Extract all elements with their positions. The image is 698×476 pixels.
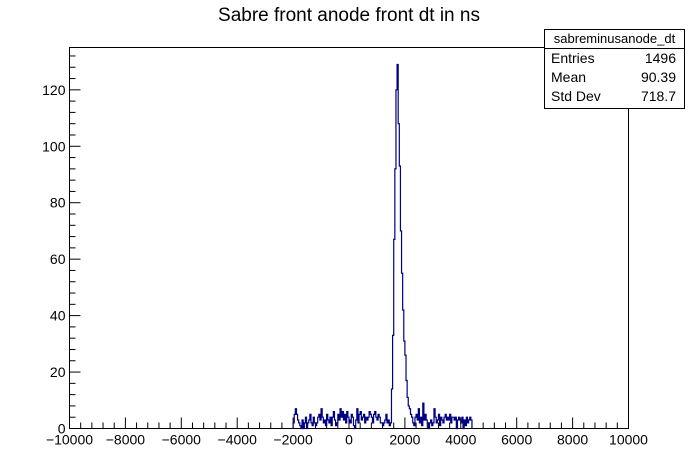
- x-tick-label: −4000: [218, 432, 258, 448]
- y-tick-label: 0: [58, 421, 66, 437]
- x-tick-label: −6000: [162, 432, 202, 448]
- x-tick-label: −8000: [106, 432, 146, 448]
- x-tick-label: 10000: [609, 432, 648, 448]
- y-tick-label: 40: [50, 308, 66, 324]
- x-tick-label: 6000: [501, 432, 532, 448]
- y-axis-tick-labels: 0 20 40 60 80 100 120: [42, 82, 66, 437]
- stats-row-entries: Entries 1496: [545, 49, 684, 68]
- stats-entries-label: Entries: [551, 50, 595, 66]
- stats-row-stddev: Std Dev 718.7: [545, 87, 684, 106]
- stats-mean-label: Mean: [551, 69, 587, 85]
- stats-stddev-label: Std Dev: [551, 88, 601, 104]
- stats-row-mean: Mean 90.39: [545, 68, 684, 87]
- stats-mean-value: 90.39: [640, 69, 676, 85]
- stats-entries-value: 1496: [644, 50, 676, 66]
- chart-title: Sabre front anode front dt in ns: [218, 5, 480, 26]
- x-tick-label: 2000: [389, 432, 420, 448]
- x-tick-label: 4000: [445, 432, 476, 448]
- x-axis-tick-labels: −10000 −8000 −6000 −4000 −2000 0 2000 4000 6000 8…: [46, 432, 648, 448]
- x-tick-label: −10000: [46, 432, 93, 448]
- x-tick-label: 0: [345, 432, 353, 448]
- stats-box: sabreminusanode_dt Entries 1496 Mean 90.…: [544, 29, 685, 109]
- y-tick-label: 120: [42, 82, 66, 98]
- x-tick-label: 8000: [557, 432, 588, 448]
- y-tick-label: 60: [50, 251, 66, 267]
- y-tick-label: 20: [50, 364, 66, 380]
- y-tick-label: 100: [42, 138, 66, 154]
- y-tick-label: 80: [50, 195, 66, 211]
- stats-histogram-name: sabreminusanode_dt: [545, 30, 684, 49]
- axis-ticks: [69, 55, 629, 429]
- stats-stddev-value: 718.7: [640, 88, 676, 104]
- x-tick-label: −2000: [273, 432, 313, 448]
- histogram-line: [292, 63, 473, 430]
